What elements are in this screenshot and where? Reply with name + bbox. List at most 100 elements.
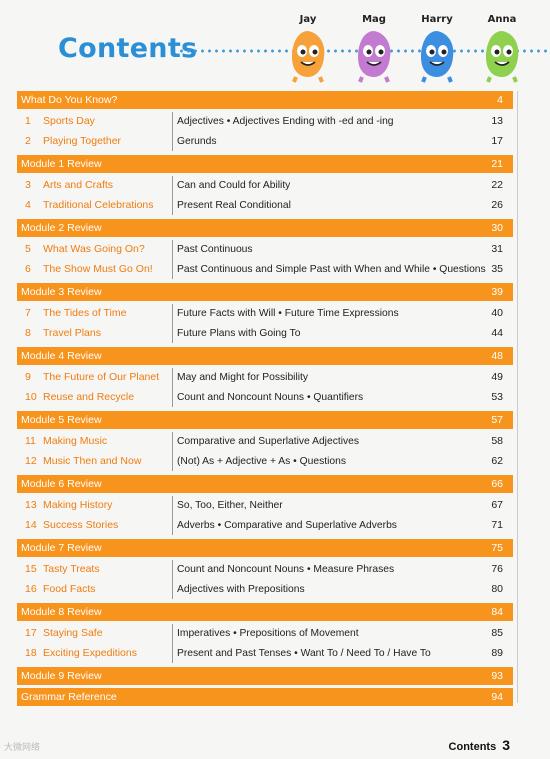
column-divider xyxy=(172,176,173,215)
grammar-topic: (Not) As + Adjective + As • Questions xyxy=(177,455,347,467)
column-divider xyxy=(172,432,173,471)
section-page: 93 xyxy=(491,670,503,682)
character-mascot-icon xyxy=(358,31,391,83)
unit-title: Reuse and Recycle xyxy=(43,390,135,403)
unit-page: 35 xyxy=(491,262,503,275)
column-divider xyxy=(172,112,173,151)
unit-row[interactable]: 15 Tasty Treats Count and Noncount Nouns •… xyxy=(17,560,513,580)
grammar-topic: Past Continuous xyxy=(177,244,253,255)
unit-number: 8 xyxy=(25,326,31,339)
section-label: What Do You Know? xyxy=(21,94,118,106)
unit-number: 5 xyxy=(25,243,31,255)
unit-number: 18 xyxy=(25,646,37,659)
unit-row[interactable]: 10 Reuse and Recycle Count and Noncount No… xyxy=(17,388,513,408)
unit-group: 11 Making Music Comparative and Superlativ… xyxy=(17,432,513,471)
section-header[interactable]: Module 1 Review 21 xyxy=(17,155,513,173)
unit-number: 16 xyxy=(25,582,37,595)
page-footer: Contents 3 xyxy=(449,737,510,753)
unit-title: Making Music xyxy=(43,435,108,447)
unit-page: 44 xyxy=(491,326,503,339)
unit-row[interactable]: 3 Arts and Crafts Can and Could for Abilit… xyxy=(17,176,513,196)
unit-row[interactable]: 13 Making History So, Too, Either, Neither… xyxy=(17,496,513,516)
unit-row[interactable]: 1 Sports Day Adjectives • Adjectives Endin… xyxy=(17,112,513,132)
section-label: Module 7 Review xyxy=(21,542,102,554)
unit-page: 67 xyxy=(491,499,503,511)
section-header[interactable]: Grammar Reference 94 xyxy=(17,688,513,706)
unit-row[interactable]: 5 What Was Going On? Past Continuous 31 xyxy=(17,240,513,260)
section-page: 21 xyxy=(491,158,503,170)
unit-number: 10 xyxy=(25,390,37,403)
unit-number: 13 xyxy=(25,499,37,511)
column-divider xyxy=(172,368,173,407)
unit-title: Making History xyxy=(43,499,113,511)
section-header[interactable]: Module 9 Review 93 xyxy=(17,667,513,685)
unit-row[interactable]: 18 Exciting Expeditions Present and Past T… xyxy=(17,644,513,664)
unit-page: 40 xyxy=(491,307,503,319)
character-mascot-icon xyxy=(292,31,325,83)
section-header[interactable]: Module 8 Review 84 xyxy=(17,603,513,621)
grammar-topic: Count and Noncount Nouns • Quantifiers xyxy=(177,391,364,403)
page-edge-line xyxy=(517,91,518,703)
grammar-topic: Future Facts with Will • Future Time Exp… xyxy=(177,308,399,319)
unit-number: 1 xyxy=(25,115,31,127)
section-label: Module 5 Review xyxy=(21,414,102,426)
character-1: Mag xyxy=(344,14,404,83)
character-2: Harry xyxy=(407,14,467,83)
unit-row[interactable]: 4 Traditional Celebrations Present Real Co… xyxy=(17,196,513,216)
grammar-topic: Past Continuous and Simple Past with Whe… xyxy=(177,263,486,275)
section-header[interactable]: Module 2 Review 30 xyxy=(17,219,513,237)
watermark: 大微网络 xyxy=(4,742,41,752)
unit-title: Staying Safe xyxy=(43,627,103,639)
unit-number: 2 xyxy=(25,134,31,147)
unit-number: 17 xyxy=(25,627,37,639)
unit-number: 3 xyxy=(25,179,31,191)
section-page: 4 xyxy=(497,94,503,106)
section-header[interactable]: Module 7 Review 75 xyxy=(17,539,513,557)
unit-row[interactable]: 9 The Future of Our Planet May and Might f… xyxy=(17,368,513,388)
unit-page: 13 xyxy=(491,115,503,127)
grammar-topic: May and Might for Possibility xyxy=(177,372,309,383)
unit-number: 11 xyxy=(25,435,36,447)
unit-number: 14 xyxy=(25,518,37,531)
column-divider xyxy=(172,624,173,663)
unit-row[interactable]: 16 Food Facts Adjectives with Prepositions… xyxy=(17,580,513,600)
unit-row[interactable]: 7 The Tides of Time Future Facts with Will… xyxy=(17,304,513,324)
unit-row[interactable]: 11 Making Music Comparative and Superlativ… xyxy=(17,432,513,452)
unit-title: Tasty Treats xyxy=(43,563,100,575)
grammar-topic: Adjectives with Prepositions xyxy=(177,583,305,595)
grammar-topic: Present and Past Tenses • Want To / Need… xyxy=(177,647,431,659)
unit-group: 17 Staying Safe Imperatives • Prepositions… xyxy=(17,624,513,663)
unit-row[interactable]: 14 Success Stories Adverbs • Comparative a… xyxy=(17,516,513,536)
grammar-topic: Present Real Conditional xyxy=(177,199,291,211)
section-label: Module 2 Review xyxy=(21,222,102,234)
section-header[interactable]: Module 4 Review 48 xyxy=(17,347,513,365)
section-header[interactable]: What Do You Know? 4 xyxy=(17,91,513,109)
character-0: Jay xyxy=(278,14,338,83)
section-header[interactable]: Module 6 Review 66 xyxy=(17,475,513,493)
section-page: 30 xyxy=(491,222,503,234)
unit-row[interactable]: 12 Music Then and Now (Not) As + Adjective… xyxy=(17,452,513,472)
unit-row[interactable]: 17 Staying Safe Imperatives • Prepositions… xyxy=(17,624,513,644)
section-header[interactable]: Module 3 Review 39 xyxy=(17,283,513,301)
table-of-contents: What Do You Know? 4 1 Sports Day Adjectives … xyxy=(17,91,513,709)
unit-title: Travel Plans xyxy=(43,326,101,339)
column-divider xyxy=(172,496,173,535)
section-page: 48 xyxy=(491,350,503,362)
column-divider xyxy=(172,240,173,279)
unit-page: 76 xyxy=(491,563,503,575)
unit-number: 4 xyxy=(25,198,31,211)
unit-title: Exciting Expeditions xyxy=(43,646,137,659)
unit-row[interactable]: 6 The Show Must Go On! Past Continuous and… xyxy=(17,260,513,280)
section-page: 66 xyxy=(491,478,503,490)
section-header[interactable]: Module 5 Review 57 xyxy=(17,411,513,429)
section-page: 75 xyxy=(491,542,503,554)
unit-number: 9 xyxy=(25,371,31,383)
unit-number: 7 xyxy=(25,307,31,319)
unit-page: 49 xyxy=(491,371,503,383)
unit-number: 15 xyxy=(25,563,37,575)
grammar-topic: Adverbs • Comparative and Superlative Ad… xyxy=(177,519,397,531)
unit-row[interactable]: 2 Playing Together Gerunds 17 xyxy=(17,132,513,152)
unit-row[interactable]: 8 Travel Plans Future Plans with Going To 4… xyxy=(17,324,513,344)
unit-group: 5 What Was Going On? Past Continuous 31 6 The… xyxy=(17,240,513,279)
